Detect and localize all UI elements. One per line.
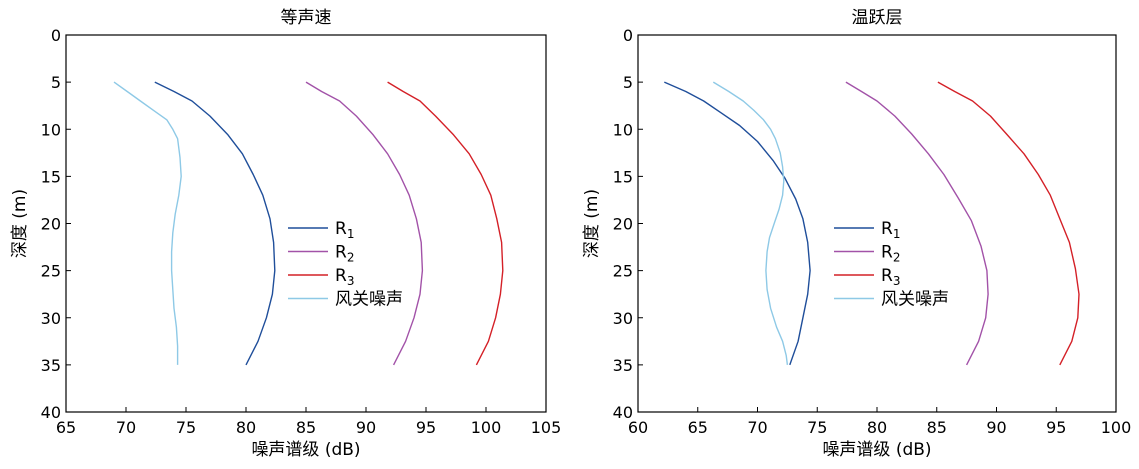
x-tick-label: 90 (986, 418, 1006, 437)
x-axis-label: 噪声谱级 (dB) (822, 440, 931, 460)
y-tick-label: 35 (613, 356, 633, 375)
x-axis-label: 噪声谱级 (dB) (251, 440, 360, 460)
x-tick-label: 100 (471, 418, 502, 437)
series-line-2 (845, 81, 989, 366)
x-tick-label: 105 (531, 418, 562, 437)
x-tick-label: 65 (688, 418, 708, 437)
y-tick-label: 30 (613, 309, 633, 328)
plot-frame (637, 34, 1117, 413)
x-tick-label: 75 (176, 418, 196, 437)
chart-panel-1: 等声速 65 70 75 80 85 90 95 100 105 0 5 10 15 20 25 30 35 40 噪… (10, 8, 561, 460)
y-tick-label: 0 (51, 26, 61, 45)
legend-label: R2 (881, 243, 900, 265)
legend-label-text: 风关噪声 (335, 290, 403, 310)
legend-label-subscript: 3 (893, 274, 901, 288)
series-line-4 (712, 81, 789, 365)
y-tick-label: 15 (41, 167, 61, 186)
x-tick-label: 80 (236, 418, 256, 437)
chart-title: 等声速 (281, 8, 332, 28)
chart-title: 温跃层 (852, 8, 903, 28)
legend-label-text: R (881, 243, 893, 263)
y-tick-label: 40 (613, 403, 633, 422)
legend-label-text: R (335, 243, 347, 263)
x-tick-label: 80 (867, 418, 887, 437)
x-tick-label: 85 (296, 418, 316, 437)
y-axis-label: 深度 (m) (582, 189, 602, 258)
chart-panel-2: 温跃层 60 65 70 75 80 85 90 95 100 0 5 10 15 20 25 30 35 40 噪声… (582, 8, 1131, 460)
series-line-1 (664, 81, 811, 366)
legend-label: R3 (881, 266, 900, 288)
legend-label: R1 (335, 219, 354, 241)
y-tick-label: 20 (613, 215, 633, 234)
y-tick-label: 25 (41, 262, 61, 281)
legend-label-text: R (335, 219, 347, 239)
legend-label: R3 (335, 266, 354, 288)
x-tick-label: 70 (116, 418, 136, 437)
plot-frame (65, 34, 547, 413)
legend-label-text: 风关噪声 (881, 290, 949, 310)
y-tick-label: 20 (41, 215, 61, 234)
x-tick-label: 70 (747, 418, 767, 437)
x-tick-label: 100 (1101, 418, 1132, 437)
legend-label-text: R (881, 219, 893, 239)
y-tick-label: 35 (41, 356, 61, 375)
y-tick-label: 40 (41, 403, 61, 422)
y-tick-label: 10 (613, 120, 633, 139)
x-tick-label: 65 (56, 418, 76, 437)
legend-label-subscript: 2 (347, 251, 355, 265)
series-line-3 (937, 81, 1080, 366)
legend-label-text: R (881, 266, 893, 286)
x-tick-label: 75 (807, 418, 827, 437)
legend-label: 风关噪声 (335, 290, 403, 310)
y-tick-label: 0 (623, 26, 633, 45)
legend-label: R1 (881, 219, 900, 241)
series-line-2 (305, 81, 424, 366)
y-tick-label: 15 (613, 167, 633, 186)
y-tick-label: 30 (41, 309, 61, 328)
legend-label: R2 (335, 243, 354, 265)
y-axis-label: 深度 (m) (10, 189, 30, 258)
x-tick-label: 95 (1046, 418, 1066, 437)
legend-label-subscript: 3 (347, 274, 355, 288)
series-line-4 (113, 81, 182, 365)
x-tick-label: 60 (628, 418, 648, 437)
y-tick-label: 10 (41, 120, 61, 139)
legend-label-subscript: 1 (893, 227, 901, 241)
series-line-3 (387, 81, 504, 366)
legend-label-text: R (335, 266, 347, 286)
series-line-1 (154, 81, 276, 366)
y-tick-label: 5 (623, 73, 633, 92)
legend-label: 风关噪声 (881, 290, 949, 310)
x-tick-label: 95 (416, 418, 436, 437)
x-tick-label: 90 (356, 418, 376, 437)
x-tick-label: 85 (927, 418, 947, 437)
y-tick-label: 5 (51, 73, 61, 92)
legend-label-subscript: 1 (347, 227, 355, 241)
legend-label-subscript: 2 (893, 251, 901, 265)
y-tick-label: 25 (613, 262, 633, 281)
